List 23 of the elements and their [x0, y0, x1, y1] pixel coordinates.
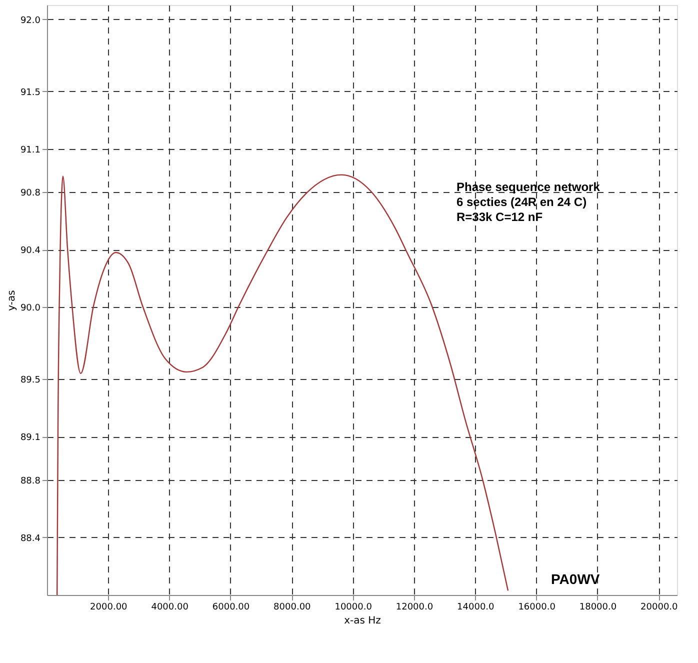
x-tick-label: 10000.0 [334, 602, 372, 612]
y-tick-label: 89.5 [20, 376, 40, 386]
y-tick-label: 89.1 [20, 433, 40, 444]
x-tick-label: 14000.0 [457, 602, 495, 612]
annotation: PA0WV [551, 571, 600, 587]
y-tick-label: 90.4 [20, 246, 41, 256]
x-tick-label: 16000.0 [518, 602, 556, 612]
y-tick-label: 90.8 [20, 188, 41, 199]
y-tick-label: 91.5 [20, 88, 40, 98]
x-axis-title: x-as Hz [344, 616, 381, 626]
y-tick-label: 90.0 [20, 304, 41, 314]
y-tick-label: 92.0 [20, 16, 41, 26]
x-tick-label: 12000.0 [396, 602, 434, 612]
y-tick-label: 88.8 [20, 476, 41, 486]
x-tick-label: 8000.00 [274, 602, 312, 612]
y-tick-label: 91.1 [20, 145, 40, 156]
x-tick-label: 2000.00 [90, 602, 128, 612]
y-tick-label: 88.4 [20, 534, 41, 544]
x-tick-label: 6000.00 [212, 602, 250, 612]
x-tick-label: 4000.00 [151, 602, 189, 612]
x-tick-label: 20000.0 [640, 602, 678, 612]
y-axis-title: y-as [6, 290, 18, 311]
x-tick-label: 18000.0 [579, 602, 617, 612]
